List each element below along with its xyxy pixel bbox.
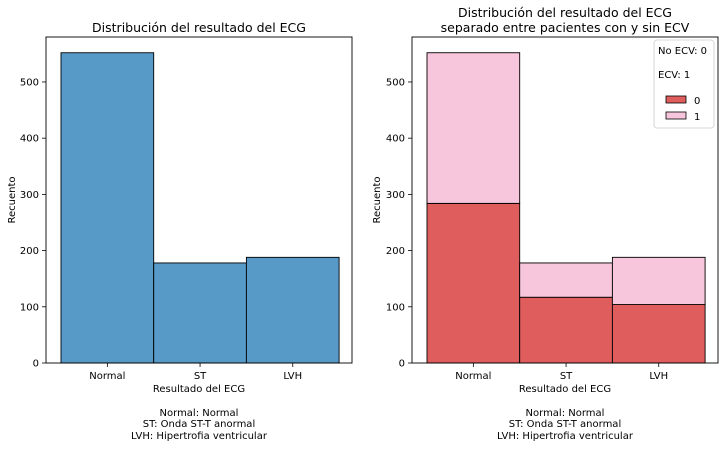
x-ticks: Normal ST LVH [89,363,302,382]
x-tick-label: Normal [455,371,491,382]
y-tick-label: 400 [20,134,39,145]
bar-st-series-1 [519,262,613,298]
y-tick-label: 500 [20,77,39,88]
y-axis-label: Recuento [372,176,383,223]
bar-lvh-series-0 [611,304,706,364]
bars [426,52,706,364]
y-tick-label: 0 [399,359,405,370]
plot-frame [45,36,353,364]
legend-note: ECV: 1 [658,70,690,81]
caption-line: Normal: Normal [160,408,239,419]
y-tick-label: 100 [386,302,405,313]
x-tick-label: ST [194,371,207,382]
bar-lvh-series-1 [611,256,706,305]
x-axis-label: Resultado del ECG [519,384,611,395]
chart-title: Distribución del resultado del ECG [92,20,306,35]
caption-line: ST: Onda ST-T anormal [509,419,621,430]
bar-st [153,262,247,364]
y-ticks: 0 100 200 300 400 500 [386,77,412,370]
chart-ecg-distribution-by-ecv: Distribución del resultado del ECG separ… [372,5,719,442]
legend-note: No ECV: 0 [658,46,707,57]
legend-entry-1: 1 [694,112,700,123]
bar-st-series-0 [519,296,613,364]
legend: No ECV: 0 ECV: 1 0 1 [653,39,715,129]
x-tick-label: Normal [89,371,125,382]
y-ticks: 0 100 200 300 400 500 [20,77,46,370]
legend-swatch-1 [665,111,687,120]
caption-line: LVH: Hipertrofia ventricular [497,431,634,442]
x-tick-label: LVH [283,371,302,382]
chart-title-line: separado entre pacientes con y sin ECV [441,20,690,35]
y-axis-label: Recuento [7,176,18,223]
bars [60,52,340,364]
y-tick-label: 0 [33,359,39,370]
x-tick-label: ST [560,371,573,382]
caption-line: Normal: Normal [526,408,605,419]
y-tick-label: 100 [20,302,39,313]
x-axis-label: Resultado del ECG [153,384,245,395]
legend-entry-0: 0 [694,96,700,107]
legend-swatch-0 [665,95,687,104]
bar-normal-series-1 [426,52,521,204]
y-tick-label: 400 [386,134,405,145]
chart-ecg-distribution: Distribución del resultado del ECG 0 100 2… [7,20,353,442]
x-tick-label: LVH [649,371,668,382]
bar-normal-series-0 [426,202,521,364]
bar-normal [60,52,155,364]
y-tick-label: 200 [20,246,39,257]
y-tick-label: 200 [386,246,405,257]
x-ticks: Normal ST LVH [455,363,668,382]
bar-lvh [245,256,340,364]
y-tick-label: 300 [386,190,405,201]
chart-title-line: Distribución del resultado del ECG [458,5,672,20]
caption-line: LVH: Hipertrofia ventricular [131,431,268,442]
y-tick-label: 300 [20,190,39,201]
caption-line: ST: Onda ST-T anormal [143,419,255,430]
plot-frame [411,36,719,364]
legend-frame [653,39,715,129]
y-tick-label: 500 [386,77,405,88]
